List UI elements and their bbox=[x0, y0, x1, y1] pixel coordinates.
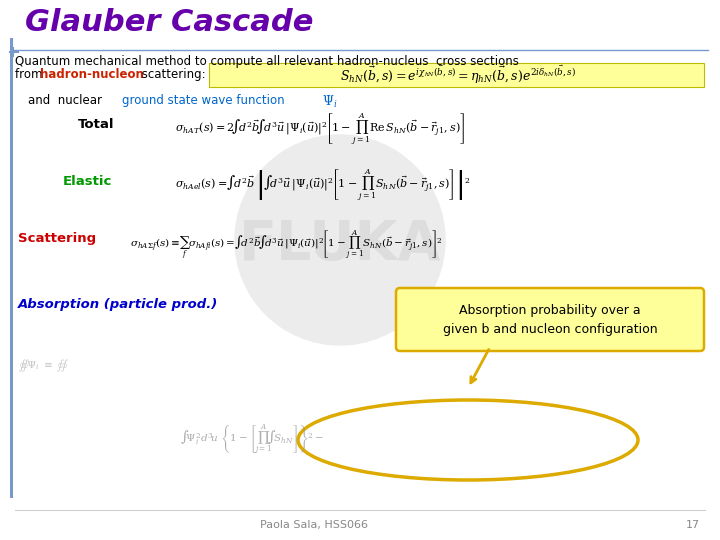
Text: and  nuclear: and nuclear bbox=[28, 94, 106, 107]
Text: $\oint\!\oint \Psi_i\;\equiv\;\oint\!\oint$: $\oint\!\oint \Psi_i\;\equiv\;\oint\!\oi… bbox=[18, 358, 68, 374]
Text: scattering:: scattering: bbox=[138, 68, 206, 81]
Text: Elastic: Elastic bbox=[63, 175, 112, 188]
Text: 17: 17 bbox=[686, 520, 700, 530]
Text: Absorption probability over a
given b and nucleon configuration: Absorption probability over a given b an… bbox=[443, 304, 657, 336]
FancyBboxPatch shape bbox=[209, 63, 704, 87]
Text: $\Psi_i$: $\Psi_i$ bbox=[322, 94, 338, 110]
Text: FLUKA: FLUKA bbox=[239, 218, 441, 272]
FancyBboxPatch shape bbox=[396, 288, 704, 351]
Text: $\sigma_{hA\Sigma f}(s)\equiv\!\sum_f\!\sigma_{hAfi}(s)=\!\int\! d^2\vec{b}\!\in: $\sigma_{hA\Sigma f}(s)\equiv\!\sum_f\!\… bbox=[130, 228, 442, 262]
Text: Paola Sala, HSS066: Paola Sala, HSS066 bbox=[260, 520, 368, 530]
Circle shape bbox=[235, 135, 445, 345]
Text: Absorption (particle prod.): Absorption (particle prod.) bbox=[18, 298, 218, 311]
Text: Quantum mechanical method to compute all relevant hadron-nucleus  cross sections: Quantum mechanical method to compute all… bbox=[15, 55, 519, 68]
Text: $S_{hN}(\vec{b},s) = e^{i\chi_{hN}(\vec{b},s)} = \eta_{hN}(\vec{b},s)e^{2i\delta: $S_{hN}(\vec{b},s) = e^{i\chi_{hN}(\vec{… bbox=[340, 64, 576, 86]
Bar bbox=[10, 38, 13, 498]
Text: Scattering: Scattering bbox=[18, 232, 96, 245]
Text: $\sigma_{hAel}(s)=\!\int\! d^2\vec{b}\,\left|\!\int\! d^3\vec{u}\,|\Psi_i(\vec{u: $\sigma_{hAel}(s)=\!\int\! d^2\vec{b}\,\… bbox=[175, 168, 470, 204]
Text: Glauber Cascade: Glauber Cascade bbox=[25, 8, 313, 37]
Text: ground state wave function: ground state wave function bbox=[122, 94, 284, 107]
Text: hadron-nucleon: hadron-nucleon bbox=[40, 68, 144, 81]
Text: Total: Total bbox=[78, 118, 114, 131]
Text: $\int\!\Psi_i^2 d^3\!u\;\left\{1-\left[\prod_{j=1}^{A}\!\!\int\!S_{hN}\right]\ri: $\int\!\Psi_i^2 d^3\!u\;\left\{1-\left[\… bbox=[180, 423, 324, 457]
Text: $\sigma_{hAT}(s)=2\!\int\! d^2\vec{b}\!\int\! d^3\vec{u}\,|\Psi_i(\vec{u})|^2\!\: $\sigma_{hAT}(s)=2\!\int\! d^2\vec{b}\!\… bbox=[175, 112, 465, 148]
Text: from: from bbox=[15, 68, 46, 81]
